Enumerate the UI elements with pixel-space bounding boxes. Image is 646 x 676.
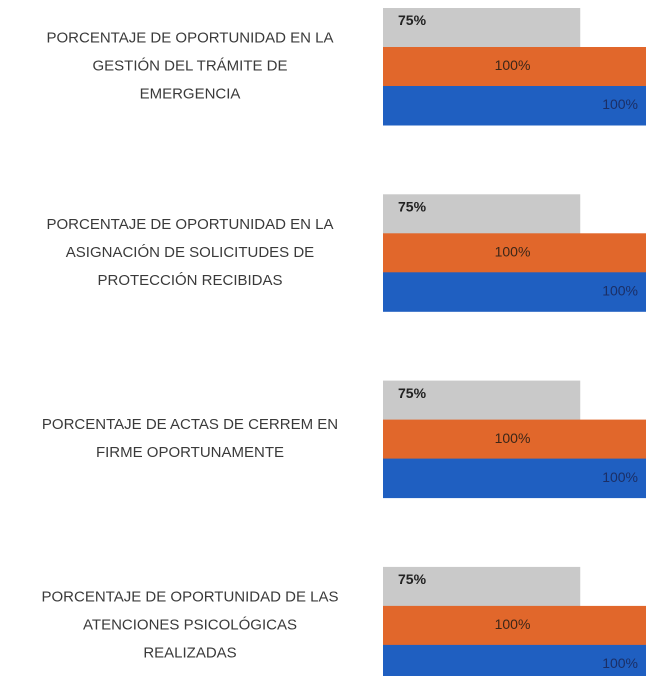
value-label: 75%	[398, 199, 427, 215]
value-label: 100%	[602, 283, 638, 299]
category-label: PORCENTAJE DE OPORTUNIDAD EN LA	[47, 29, 334, 46]
value-label: 75%	[398, 12, 427, 28]
value-label: 100%	[602, 655, 638, 671]
bar	[383, 233, 646, 273]
category-label: ATENCIONES PSICOLÓGICAS	[83, 616, 297, 633]
value-label: 100%	[602, 469, 638, 485]
value-label: 100%	[495, 430, 531, 446]
category-label: PORCENTAJE DE OPORTUNIDAD EN LA	[47, 216, 334, 233]
category-label: GESTIÓN DEL TRÁMITE DE	[92, 57, 287, 74]
bar	[383, 458, 646, 499]
bar	[383, 419, 646, 460]
category-label: EMERGENCIA	[140, 85, 241, 102]
value-label: 100%	[602, 96, 638, 112]
category-label: REALIZADAS	[143, 644, 236, 661]
bar	[383, 605, 646, 646]
bar	[383, 194, 581, 234]
value-label: 100%	[495, 244, 531, 260]
category-label: PORCENTAJE DE OPORTUNIDAD DE LAS	[42, 588, 339, 605]
value-label: 100%	[495, 57, 531, 73]
bar	[383, 272, 646, 312]
bar	[383, 8, 581, 48]
value-label: 75%	[398, 385, 427, 401]
category-label: ASIGNACIÓN DE SOLICITUDES DE	[66, 244, 314, 261]
bar	[383, 380, 581, 421]
value-label: 100%	[495, 616, 531, 632]
value-label: 75%	[398, 571, 427, 587]
category-label: PORCENTAJE DE ACTAS DE CERREM EN	[42, 416, 338, 433]
category-label: PROTECCIÓN RECIBIDAS	[97, 272, 282, 289]
bar	[383, 644, 646, 676]
category-label: FIRME OPORTUNAMENTE	[96, 444, 284, 461]
bar	[383, 566, 581, 607]
bar	[383, 47, 646, 87]
bar	[383, 86, 646, 126]
